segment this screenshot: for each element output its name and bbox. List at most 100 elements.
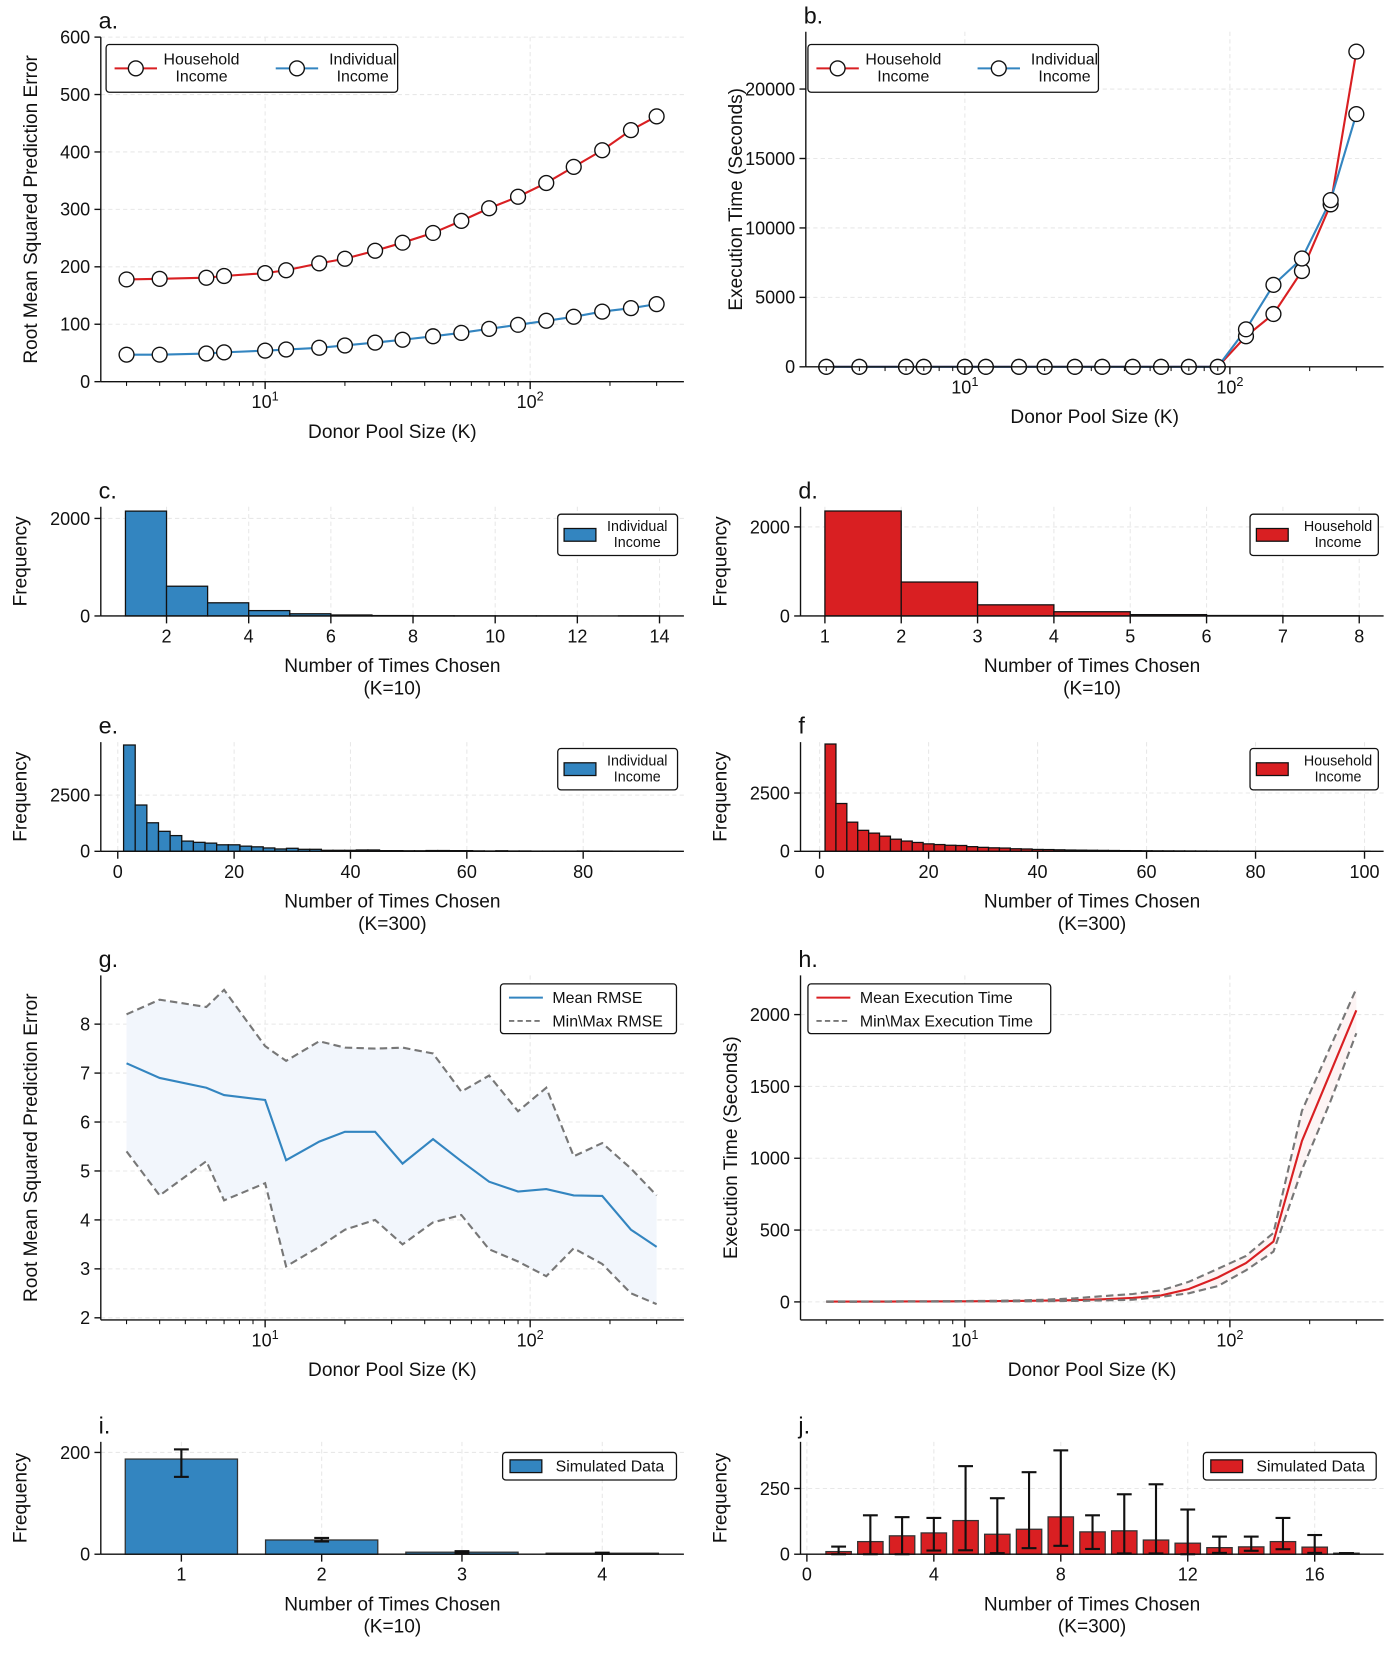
legend-patch bbox=[1210, 1459, 1244, 1474]
y-tick-label: 500 bbox=[60, 85, 90, 105]
panel-letter: d. bbox=[798, 477, 817, 503]
legend-marker bbox=[288, 60, 306, 77]
x-tick-label: 16 bbox=[1305, 1565, 1325, 1585]
x-axis-label: (K=300) bbox=[1058, 1617, 1126, 1638]
data-point bbox=[215, 267, 233, 285]
histogram-bar bbox=[824, 743, 837, 852]
x-tick-label: 10 bbox=[485, 626, 505, 646]
x-axis-label: (K=300) bbox=[358, 914, 426, 935]
y-tick-label: 8 bbox=[80, 1014, 90, 1034]
panel-a: 0 100 200 300 400 500 600 101 102 Donor Pool Size… bbox=[21, 8, 684, 443]
x-tick-label: 4 bbox=[244, 626, 254, 646]
y-tick-label: 0 bbox=[780, 1292, 790, 1312]
x-tick-label: 2 bbox=[162, 626, 172, 646]
y-tick-label: 7 bbox=[80, 1063, 90, 1083]
data-point bbox=[538, 174, 555, 192]
histogram-bar bbox=[911, 841, 924, 852]
y-tick-label: 300 bbox=[60, 200, 90, 220]
histogram-bar bbox=[134, 804, 148, 852]
y-tick-label: 2500 bbox=[50, 785, 90, 805]
panel-letter: g. bbox=[99, 946, 118, 972]
x-axis-label: Number of Times Chosen bbox=[284, 656, 500, 677]
data-point bbox=[336, 250, 354, 267]
data-point bbox=[1322, 192, 1339, 209]
y-tick-label: 0 bbox=[80, 606, 90, 626]
y-axis-label: Frequency bbox=[11, 751, 32, 842]
y-tick-label: 2000 bbox=[750, 1005, 790, 1025]
panel-b: 0 5000 10000 15000 20000 101 102 Donor Pool Siz… bbox=[726, 2, 1384, 428]
histogram-bar bbox=[944, 844, 957, 852]
legend: Mean Execution Time Min\Max Execution Tim… bbox=[807, 983, 1052, 1035]
legend-label: Household bbox=[865, 52, 941, 69]
data-point bbox=[367, 242, 384, 259]
x-tick-label: 20 bbox=[919, 862, 939, 882]
data-point bbox=[198, 269, 215, 286]
data-point bbox=[394, 234, 411, 251]
histogram-bar bbox=[900, 581, 979, 617]
data-point bbox=[118, 271, 135, 288]
data-point bbox=[151, 270, 168, 287]
series-line bbox=[126, 115, 658, 281]
histogram-bar bbox=[878, 835, 892, 852]
data-point bbox=[118, 346, 135, 363]
panel-f: 0 2500 0 20 40 60 80 100 Number of Times Chosen(… bbox=[710, 713, 1384, 935]
data-point bbox=[1293, 250, 1311, 267]
x-tick-label: 1 bbox=[176, 1565, 186, 1585]
histogram-bar bbox=[122, 744, 136, 852]
data-point bbox=[481, 320, 498, 337]
x-tick-label: 101 bbox=[951, 1327, 978, 1350]
y-tick-label: 3 bbox=[80, 1259, 90, 1279]
x-tick-label: 60 bbox=[457, 862, 477, 882]
series-line bbox=[826, 113, 1358, 368]
y-tick-label: 400 bbox=[60, 142, 90, 162]
legend-label: Household bbox=[1304, 753, 1372, 769]
y-tick-label: 200 bbox=[60, 1443, 90, 1463]
data-point bbox=[311, 339, 328, 356]
x-tick-label: 0 bbox=[802, 1565, 812, 1585]
x-tick-label: 0 bbox=[815, 862, 825, 882]
x-tick-label: 102 bbox=[517, 1327, 544, 1350]
x-tick-label: 4 bbox=[597, 1565, 607, 1585]
x-tick-label: 12 bbox=[1178, 1565, 1198, 1585]
y-tick-label: 0 bbox=[780, 1545, 790, 1565]
series-line bbox=[826, 1009, 1358, 1303]
y-tick-label: 0 bbox=[80, 842, 90, 862]
legend-label: Income bbox=[1315, 535, 1362, 551]
y-axis-label: Execution Time (Seconds) bbox=[721, 1036, 742, 1259]
series-min-line bbox=[826, 1032, 1358, 1303]
y-axis-label: Frequency bbox=[11, 1453, 32, 1544]
histogram-bar bbox=[169, 834, 183, 852]
panel-e: 0 2500 0 20 40 60 80 Number of Times Chosen(K=3… bbox=[11, 713, 684, 935]
series-max-line bbox=[826, 988, 1358, 1303]
data-point bbox=[198, 345, 215, 362]
panel-h: 0 500 1000 1500 2000 101 102 Donor Pool Size (K… bbox=[721, 946, 1384, 1381]
x-tick-label: 6 bbox=[326, 626, 336, 646]
histogram-bar bbox=[181, 840, 195, 852]
y-tick-label: 200 bbox=[60, 257, 90, 277]
x-tick-label: 20 bbox=[224, 862, 244, 882]
y-tick-label: 100 bbox=[60, 315, 90, 335]
data-point bbox=[215, 344, 233, 361]
x-tick-label: 3 bbox=[457, 1565, 467, 1585]
y-tick-label: 500 bbox=[760, 1220, 790, 1240]
data-point bbox=[424, 224, 442, 242]
data-point bbox=[367, 334, 384, 351]
x-axis-label: Number of Times Chosen bbox=[984, 656, 1200, 677]
histogram-bar bbox=[955, 844, 968, 852]
x-tick-label: 4 bbox=[929, 1565, 939, 1585]
legend-box bbox=[557, 513, 679, 557]
legend-label: Min\Max Execution Time bbox=[860, 1013, 1033, 1030]
legend: Simulated Data bbox=[501, 1451, 678, 1481]
legend-box bbox=[501, 1451, 678, 1481]
panel-g: 2 3 4 5 6 7 8 101 102 Donor Pool Size (K) Root Mea… bbox=[21, 946, 684, 1381]
x-tick-label: 0 bbox=[113, 862, 123, 882]
panel-c: 0 2000 2 4 6 8 10 12 14 Number of Times Chosen(K=… bbox=[11, 477, 684, 699]
legend-label: Income bbox=[1038, 69, 1090, 86]
y-axis-label: Frequency bbox=[710, 1453, 731, 1544]
data-point bbox=[424, 328, 442, 345]
data-point bbox=[453, 212, 470, 229]
data-point bbox=[594, 142, 611, 159]
legend-patch bbox=[563, 762, 597, 777]
